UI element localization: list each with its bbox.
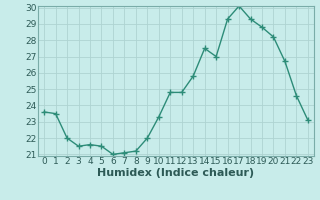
X-axis label: Humidex (Indice chaleur): Humidex (Indice chaleur) — [97, 168, 255, 178]
